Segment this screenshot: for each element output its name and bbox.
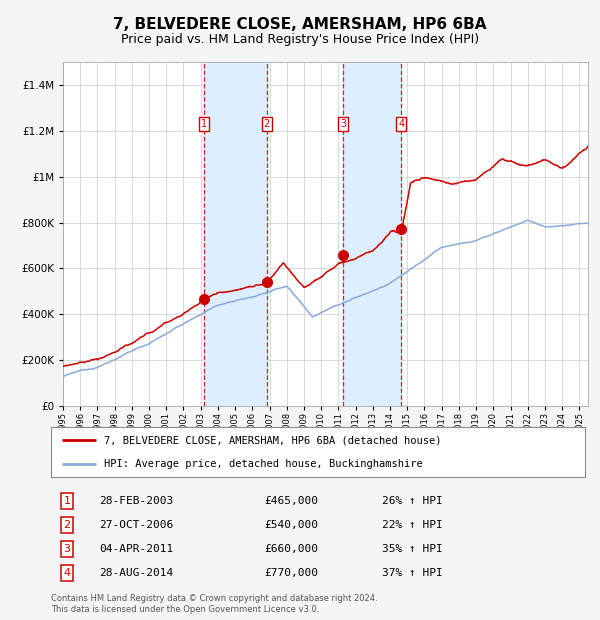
Text: £540,000: £540,000 <box>265 520 319 530</box>
Text: 28-FEB-2003: 28-FEB-2003 <box>99 496 173 507</box>
Text: 35% ↑ HPI: 35% ↑ HPI <box>382 544 443 554</box>
Text: Price paid vs. HM Land Registry's House Price Index (HPI): Price paid vs. HM Land Registry's House … <box>121 33 479 46</box>
Text: 04-APR-2011: 04-APR-2011 <box>99 544 173 554</box>
Text: 2: 2 <box>64 520 71 530</box>
Text: 4: 4 <box>64 568 71 578</box>
Text: £770,000: £770,000 <box>265 568 319 578</box>
Bar <box>203 62 266 406</box>
Text: £660,000: £660,000 <box>265 544 319 554</box>
Text: 1: 1 <box>200 119 206 129</box>
Text: 26% ↑ HPI: 26% ↑ HPI <box>382 496 443 507</box>
Text: 7, BELVEDERE CLOSE, AMERSHAM, HP6 6BA (detached house): 7, BELVEDERE CLOSE, AMERSHAM, HP6 6BA (d… <box>104 435 442 445</box>
Text: Contains HM Land Registry data © Crown copyright and database right 2024.
This d: Contains HM Land Registry data © Crown c… <box>51 595 377 614</box>
Text: 37% ↑ HPI: 37% ↑ HPI <box>382 568 443 578</box>
Text: 1: 1 <box>64 496 71 507</box>
Text: £465,000: £465,000 <box>265 496 319 507</box>
Text: 22% ↑ HPI: 22% ↑ HPI <box>382 520 443 530</box>
Text: 28-AUG-2014: 28-AUG-2014 <box>99 568 173 578</box>
Text: 3: 3 <box>64 544 71 554</box>
Text: 7, BELVEDERE CLOSE, AMERSHAM, HP6 6BA: 7, BELVEDERE CLOSE, AMERSHAM, HP6 6BA <box>113 17 487 32</box>
Bar <box>343 62 401 406</box>
Text: HPI: Average price, detached house, Buckinghamshire: HPI: Average price, detached house, Buck… <box>104 459 423 469</box>
Text: 27-OCT-2006: 27-OCT-2006 <box>99 520 173 530</box>
Text: 3: 3 <box>340 119 346 129</box>
Text: 2: 2 <box>263 119 270 129</box>
Text: 4: 4 <box>398 119 404 129</box>
